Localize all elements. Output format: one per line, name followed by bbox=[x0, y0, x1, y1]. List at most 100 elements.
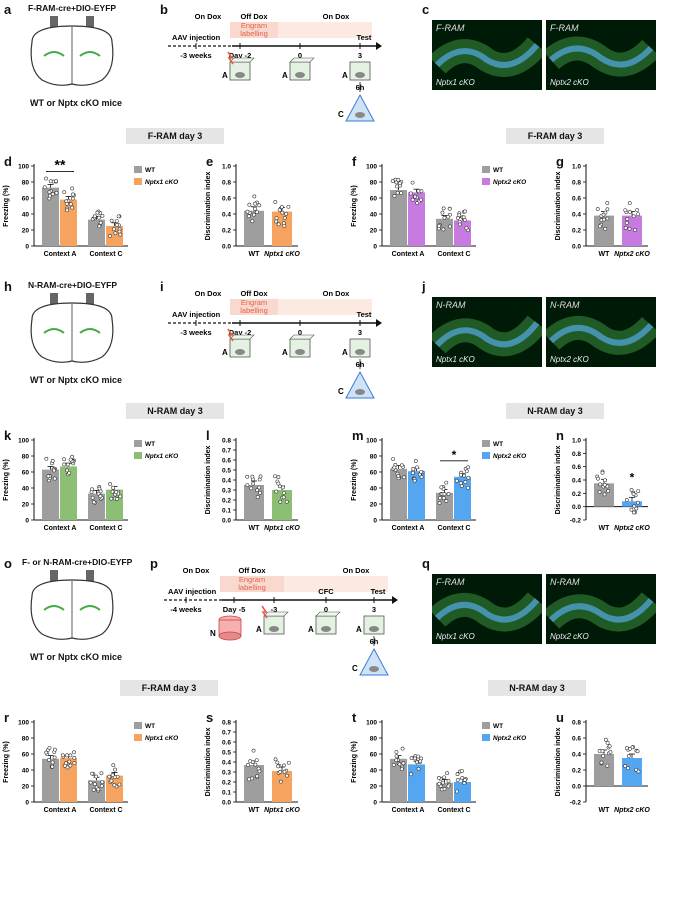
panel-letter-e: e bbox=[206, 154, 214, 169]
micro-j2-title: N-RAM bbox=[550, 300, 580, 310]
data-point bbox=[245, 474, 250, 479]
context-c-triangle bbox=[345, 370, 375, 399]
x-tick-label: Nptx1 cKO bbox=[264, 251, 300, 258]
data-point bbox=[278, 779, 283, 784]
data-point bbox=[390, 179, 395, 183]
legend-label: Nptx2 cKO bbox=[493, 735, 526, 742]
mouse-icon bbox=[355, 72, 365, 78]
data-point bbox=[94, 774, 98, 779]
y-tick-label: 40 bbox=[22, 486, 30, 493]
y-tick-label: 0.0 bbox=[222, 800, 231, 807]
bar bbox=[42, 469, 59, 520]
data-point bbox=[602, 482, 607, 487]
section-header-6: N-RAM day 3 bbox=[488, 680, 586, 696]
engram-band bbox=[230, 22, 278, 38]
micro-j1-title: N-RAM bbox=[436, 300, 466, 310]
data-point bbox=[50, 764, 55, 769]
y-tick-label: 20 bbox=[22, 502, 30, 509]
x-tick-label: WT bbox=[249, 525, 261, 532]
chart-k: Freezing (%) 0 20 40 60 80 100 Context A Context… bbox=[3, 438, 178, 533]
data-point bbox=[274, 489, 279, 494]
data-point bbox=[411, 466, 416, 471]
timeline-tick-label: -3 weeks bbox=[180, 328, 211, 337]
data-point bbox=[250, 474, 255, 479]
data-point bbox=[399, 767, 404, 772]
mouse-icon bbox=[295, 72, 305, 78]
bar bbox=[408, 192, 425, 246]
legend-label: Nptx1 cKO bbox=[145, 453, 178, 460]
data-point bbox=[418, 759, 423, 764]
data-point bbox=[245, 483, 250, 487]
data-point bbox=[117, 782, 122, 787]
data-point bbox=[601, 754, 606, 758]
panel-letter-c: c bbox=[422, 2, 430, 17]
y-tick-label: 0.7 bbox=[222, 730, 231, 737]
data-point bbox=[110, 773, 115, 777]
panel-letter-f: f bbox=[352, 154, 357, 169]
data-point bbox=[455, 772, 460, 777]
mice-label-h: WT or Nptx cKO mice bbox=[30, 375, 123, 385]
on-dox-label-1: On Dox bbox=[195, 12, 222, 21]
bar bbox=[622, 758, 642, 786]
chart-l: Discrimination index 0.0 0.1 0.2 0.3 0.4 0.5 0.… bbox=[205, 438, 300, 533]
data-point bbox=[624, 220, 629, 225]
shock-icon bbox=[227, 328, 234, 342]
bar bbox=[244, 210, 264, 246]
y-tick-label: 40 bbox=[370, 768, 378, 775]
data-point bbox=[257, 477, 262, 482]
bar bbox=[408, 471, 425, 520]
data-point bbox=[253, 762, 258, 767]
data-point bbox=[632, 504, 637, 509]
data-point bbox=[448, 224, 452, 229]
data-point bbox=[441, 780, 445, 785]
y-tick-label: 80 bbox=[370, 736, 378, 743]
micro-q1-title: F-RAM bbox=[436, 577, 465, 587]
micrograph-q1: F-RAM Nptx1 cKO bbox=[432, 574, 542, 644]
legend-swatch bbox=[134, 452, 142, 459]
data-point bbox=[118, 232, 123, 237]
data-point bbox=[627, 201, 632, 206]
data-point bbox=[109, 496, 114, 501]
micro-c1-genotype: Nptx1 cKO bbox=[436, 78, 475, 87]
y-tick-label: 0.1 bbox=[222, 508, 231, 515]
data-point bbox=[419, 469, 424, 474]
context-n-bottom bbox=[218, 631, 242, 641]
data-point bbox=[394, 180, 399, 185]
y-tick-label: 0.2 bbox=[572, 491, 581, 498]
data-point bbox=[100, 780, 105, 784]
bar bbox=[60, 466, 77, 520]
data-point bbox=[396, 474, 401, 478]
data-point bbox=[114, 490, 118, 494]
micro-j2-genotype: Nptx2 cKO bbox=[550, 355, 589, 364]
chart-f: Freezing (%) 0 20 40 60 80 100 Context A Context… bbox=[351, 164, 526, 259]
timeline-arrow bbox=[376, 319, 382, 327]
data-point bbox=[441, 227, 446, 232]
brain-diagram-o bbox=[30, 570, 114, 640]
context-label: A bbox=[356, 625, 362, 634]
engram-label-2: labelling bbox=[238, 583, 266, 592]
data-point bbox=[463, 209, 467, 214]
data-point bbox=[595, 207, 600, 211]
data-point bbox=[53, 747, 57, 752]
panel-letter-d: d bbox=[4, 154, 12, 169]
engram-label-1: Engram bbox=[241, 21, 267, 30]
timeline-tick-label: 3 bbox=[372, 605, 376, 614]
on-dox-label-1: On Dox bbox=[183, 566, 210, 575]
y-tick-label: 20 bbox=[22, 228, 30, 235]
data-point bbox=[460, 769, 464, 773]
data-point bbox=[439, 485, 444, 490]
bar bbox=[622, 215, 642, 246]
mouse-icon bbox=[369, 626, 379, 632]
data-point bbox=[626, 766, 630, 771]
data-point bbox=[70, 205, 75, 210]
data-point bbox=[252, 194, 257, 199]
data-point bbox=[466, 485, 470, 490]
off-dox-label: Off Dox bbox=[240, 12, 268, 21]
data-point bbox=[257, 203, 262, 208]
data-point bbox=[62, 462, 67, 467]
test-box-a bbox=[349, 61, 371, 81]
data-point bbox=[54, 179, 58, 184]
legend-swatch bbox=[482, 440, 490, 447]
chart-n: Discrimination index -0.2 0.0 0.2 0.4 0.6 0.8 1… bbox=[555, 438, 650, 533]
data-point bbox=[65, 753, 70, 758]
